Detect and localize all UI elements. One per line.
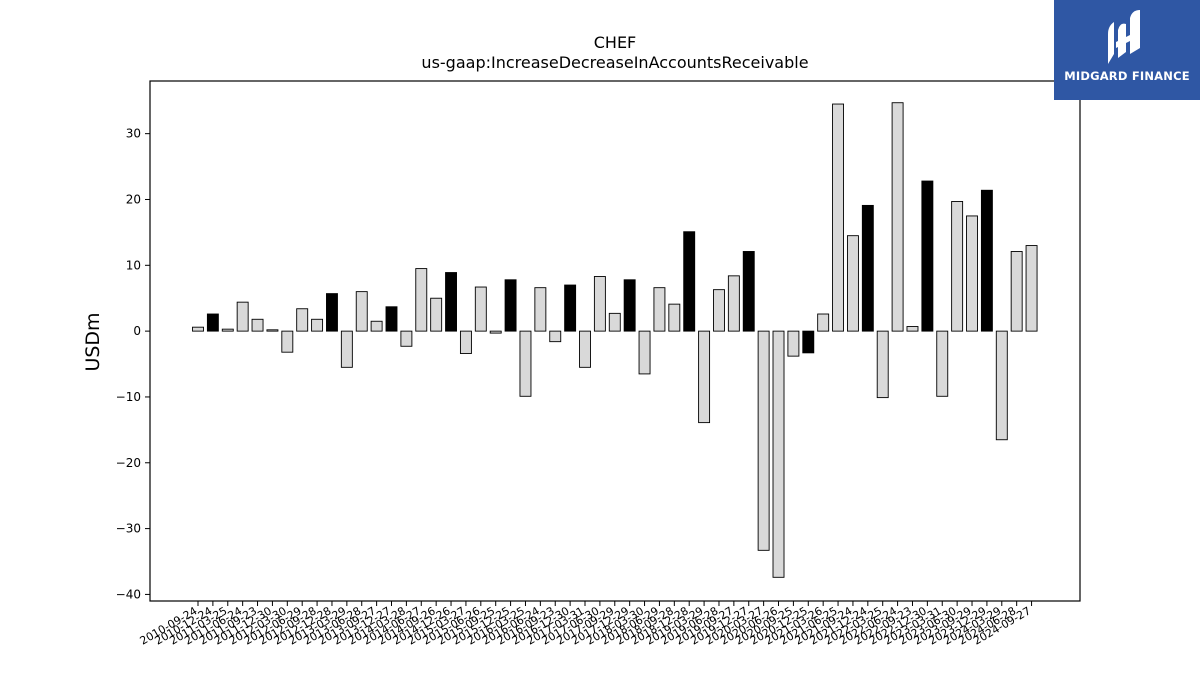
- bar: [832, 103, 844, 332]
- y-tick-label: −40: [116, 587, 141, 601]
- bars-group: [192, 102, 1038, 578]
- bar: [713, 289, 725, 332]
- bar: [474, 286, 487, 332]
- chart-title: CHEF: [594, 33, 637, 52]
- midgard-finance-logo: MIDGARD FINANCE: [1054, 0, 1200, 100]
- bar: [802, 330, 815, 354]
- bar: [400, 330, 413, 347]
- bar: [296, 308, 309, 332]
- bar: [251, 318, 264, 332]
- bar: [787, 330, 800, 357]
- bar: [921, 180, 934, 332]
- bar: [504, 279, 517, 332]
- bar: [608, 312, 621, 332]
- bar: [206, 313, 219, 332]
- bar: [519, 330, 532, 397]
- bar: [817, 313, 830, 332]
- bar: [355, 291, 368, 332]
- y-tick-label: −20: [116, 456, 141, 470]
- bar: [966, 215, 978, 332]
- bar: [489, 330, 502, 334]
- bar: [326, 293, 338, 332]
- y-tick-label: −30: [116, 522, 141, 536]
- bar: [891, 102, 904, 332]
- bar: [995, 330, 1008, 441]
- bar: [549, 330, 562, 343]
- chart-subtitle: us-gaap:IncreaseDecreaseInAccountsReceiv…: [421, 53, 808, 72]
- bar: [742, 251, 755, 332]
- y-axis: −40 −30 −20 −10 0 10 20 30: [116, 127, 150, 601]
- bar: [906, 326, 919, 332]
- bar: [311, 318, 324, 332]
- y-tick-label: −10: [116, 390, 141, 404]
- bar: [415, 268, 428, 332]
- bar: [876, 330, 889, 399]
- bar: [757, 330, 770, 551]
- bar: [772, 330, 785, 578]
- bar: [846, 235, 859, 332]
- bar: [370, 320, 383, 332]
- bar: [579, 330, 591, 368]
- bar: [192, 326, 204, 332]
- bar: [980, 189, 993, 332]
- y-tick-label: 0: [133, 324, 141, 338]
- midgard-logo-icon: [1108, 10, 1140, 64]
- bar: [727, 275, 740, 332]
- y-tick-label: 10: [126, 258, 141, 272]
- plot-frame: [149, 80, 1081, 602]
- y-axis-label: USDm: [82, 312, 104, 371]
- bar: [281, 330, 294, 353]
- bar: [683, 231, 696, 332]
- x-axis: 2010-09-242010-12-242011-03-252011-06-24…: [138, 601, 1033, 648]
- bar: [1010, 251, 1023, 332]
- bar: [698, 330, 711, 424]
- bar: [534, 287, 547, 332]
- bar: [385, 306, 398, 332]
- bar: [668, 303, 681, 332]
- y-tick-label: 30: [126, 127, 141, 141]
- bar: [266, 329, 279, 332]
- y-tick-label: 20: [126, 192, 141, 206]
- bar: [459, 330, 472, 354]
- bar: [653, 287, 666, 332]
- bar: [236, 301, 249, 332]
- bar: [564, 284, 577, 332]
- bar: [623, 279, 636, 332]
- bar: [340, 330, 353, 368]
- bar: [221, 328, 234, 332]
- bar: [638, 330, 651, 375]
- bar: [861, 204, 874, 332]
- bar: [1025, 245, 1038, 332]
- logo-text: MIDGARD FINANCE: [1064, 69, 1190, 83]
- bar: [593, 276, 606, 332]
- bar: [445, 272, 457, 332]
- bar: [951, 201, 964, 332]
- bar: [430, 297, 443, 332]
- bar: [936, 330, 949, 397]
